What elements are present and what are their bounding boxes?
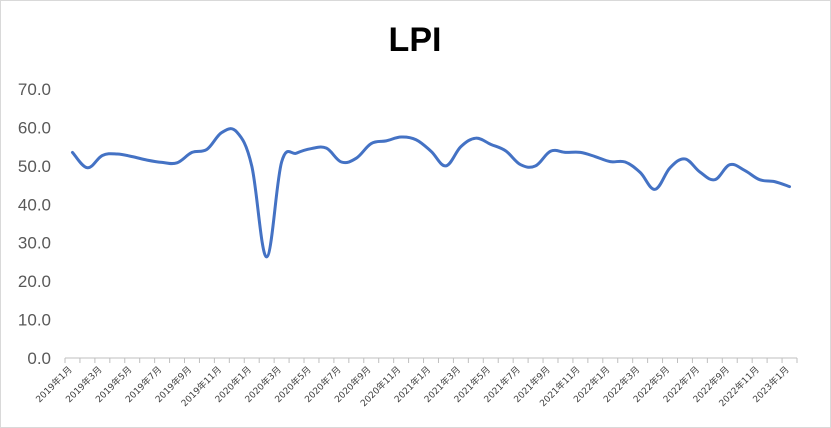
y-tick-label: 30.0: [18, 234, 51, 253]
data-point: [369, 142, 373, 146]
data-point: [534, 164, 538, 168]
data-point: [713, 178, 717, 182]
data-point: [728, 163, 732, 167]
data-point: [295, 151, 299, 155]
data-point: [459, 145, 463, 149]
data-point: [519, 163, 523, 167]
y-tick-label: 40.0: [18, 195, 51, 214]
data-point: [160, 160, 164, 164]
data-point: [85, 166, 89, 170]
y-tick-label: 0.0: [27, 349, 51, 368]
data-point: [265, 255, 269, 259]
data-point: [444, 164, 448, 168]
data-point: [205, 147, 209, 151]
data-point: [235, 130, 239, 134]
data-point: [474, 136, 478, 140]
data-point: [70, 150, 74, 154]
data-point: [115, 152, 119, 156]
data-point: [788, 185, 792, 189]
data-point: [354, 156, 358, 160]
data-point: [758, 178, 762, 182]
data-point: [489, 142, 493, 146]
data-point: [399, 135, 403, 139]
data-point: [145, 158, 149, 162]
data-point: [698, 170, 702, 174]
series-line-lpi: [70, 127, 792, 259]
data-point: [130, 155, 134, 159]
data-point: [623, 160, 627, 164]
data-point: [578, 150, 582, 154]
data-point: [309, 147, 313, 151]
data-point: [220, 130, 224, 134]
data-point: [339, 160, 343, 164]
y-tick-label: 60.0: [18, 118, 51, 137]
data-point: [638, 170, 642, 174]
data-point: [773, 180, 777, 184]
data-point: [190, 150, 194, 154]
data-point: [100, 153, 104, 157]
data-point: [653, 187, 657, 191]
data-point: [429, 149, 433, 153]
data-point: [324, 146, 328, 150]
x-axis-ticks: 2019年1月2019年3月2019年5月2019年7月2019年9月2019年…: [33, 364, 792, 410]
data-point: [683, 157, 687, 161]
y-tick-label: 50.0: [18, 157, 51, 176]
data-point: [549, 149, 553, 153]
data-point: [175, 161, 179, 165]
x-axis-tickmarks: [64, 358, 798, 363]
data-point: [504, 149, 508, 153]
data-point: [593, 155, 597, 159]
y-tick-label: 10.0: [18, 311, 51, 330]
data-point: [608, 160, 612, 164]
series-group: [70, 127, 792, 259]
data-point: [414, 138, 418, 142]
y-tick-label: 70.0: [18, 80, 51, 99]
data-point: [384, 139, 388, 143]
y-tick-label: 20.0: [18, 272, 51, 291]
data-point: [668, 166, 672, 170]
data-point: [743, 168, 747, 172]
data-point: [280, 160, 284, 164]
chart-title: LPI: [389, 21, 442, 59]
data-point: [250, 164, 254, 168]
y-axis-ticks: 0.0 10.0 20.0 30.0 40.0 50.0 60.0 70.0: [18, 80, 51, 368]
data-point: [563, 150, 567, 154]
